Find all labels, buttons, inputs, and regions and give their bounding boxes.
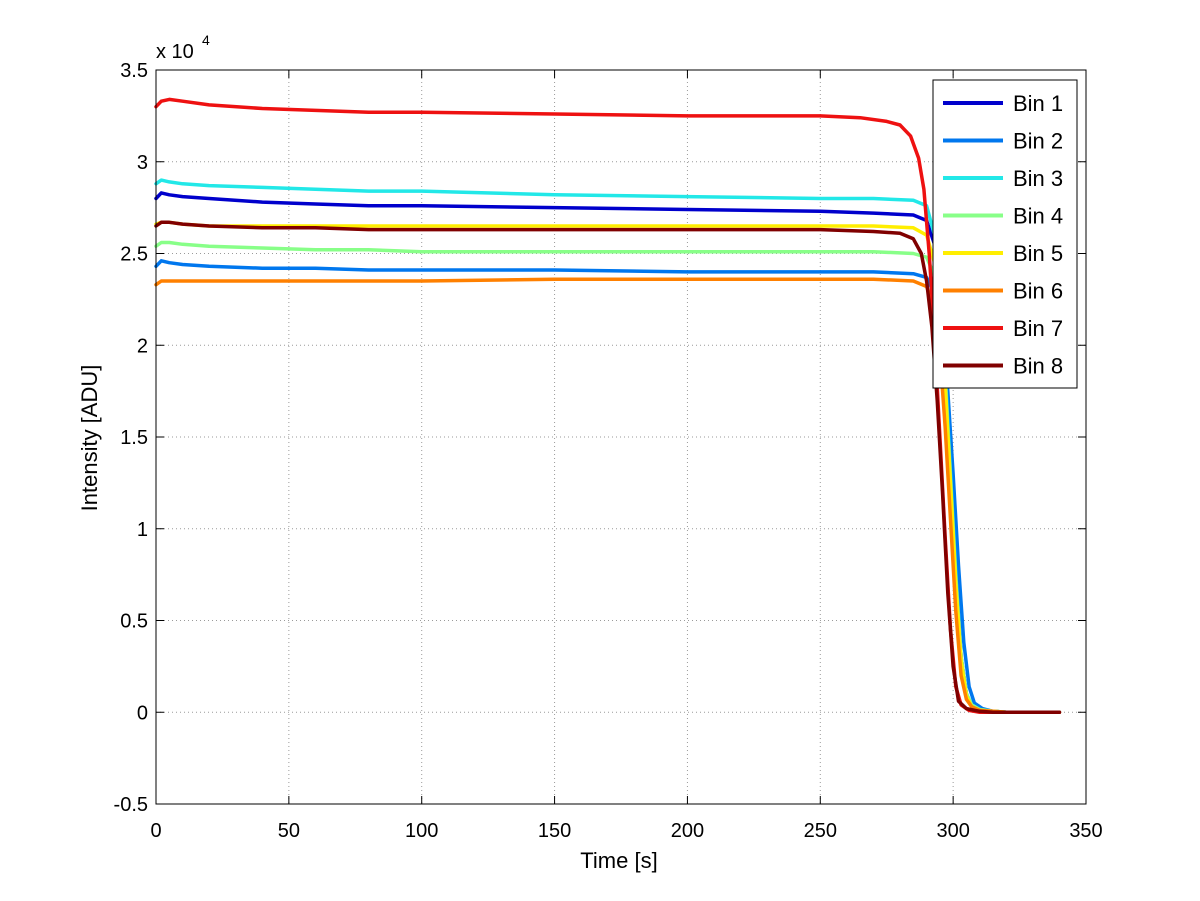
series-line-bin-8: [154, 220, 1062, 715]
series-line-bin-6: [154, 277, 1062, 715]
legend-label-bin-5: Bin 5: [1013, 241, 1063, 266]
x-axis-label: Time [s]: [580, 848, 657, 873]
legend-label-bin-2: Bin 2: [1013, 129, 1063, 154]
y-tick-label: 1.5: [120, 427, 148, 449]
legend-label-bin-1: Bin 1: [1013, 91, 1063, 116]
y-axis-label: Intensity [ADU]: [77, 365, 102, 512]
legend-label-bin-3: Bin 3: [1013, 166, 1063, 191]
tick-marks: [155, 69, 1087, 805]
x-tick-label: 350: [1069, 820, 1102, 842]
y-multiplier-text: x 10: [156, 41, 194, 63]
legend-label-bin-8: Bin 8: [1013, 354, 1063, 379]
series-lines: [154, 97, 1062, 715]
y-tick-label: -0.5: [114, 794, 148, 816]
y-multiplier-exponent: 4: [202, 32, 210, 48]
y-axis-multiplier: x 10 4: [156, 32, 210, 63]
legend-label-bin-4: Bin 4: [1013, 204, 1063, 229]
series-line-bin-2: [154, 259, 1062, 715]
y-tick-label: 3: [137, 152, 148, 174]
y-tick-label: 1: [137, 519, 148, 541]
legend-box: [932, 79, 1078, 389]
legend-label-bin-7: Bin 7: [1013, 316, 1063, 341]
y-tick-label: 0.5: [120, 611, 148, 633]
legend: Bin 1 Bin 2 Bin 3 Bin 4 Bin 5 Bin 6 Bin 7 Bin 8: [932, 79, 1078, 389]
tick-labels: 0 50 100 150 200 250 300 350-0.500.511.522.533.…: [114, 60, 1103, 842]
y-tick-label: 2: [137, 335, 148, 357]
legend-label-bin-6: Bin 6: [1013, 279, 1063, 304]
y-tick-label: 3.5: [120, 60, 148, 82]
x-tick-label: 150: [538, 820, 571, 842]
y-tick-label: 2.5: [120, 244, 148, 266]
y-tick-label: 0: [137, 702, 148, 724]
x-tick-label: 200: [671, 820, 704, 842]
x-tick-label: 0: [150, 820, 161, 842]
x-tick-label: 50: [278, 820, 300, 842]
x-tick-label: 300: [936, 820, 969, 842]
gridlines: [156, 70, 1086, 804]
x-tick-label: 250: [804, 820, 837, 842]
x-tick-label: 100: [405, 820, 438, 842]
